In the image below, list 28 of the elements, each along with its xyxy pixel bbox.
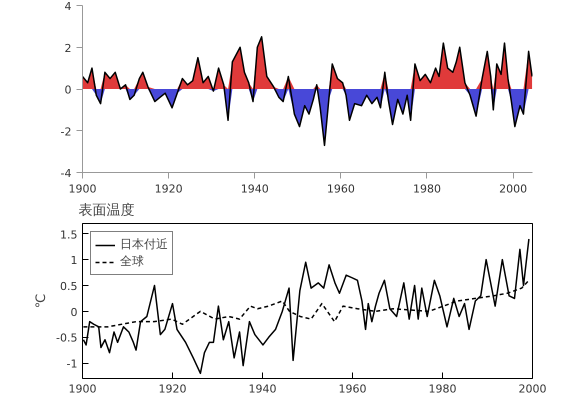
y-tick-label: 4 (64, 0, 72, 13)
x-tick-label: 2000 (518, 382, 547, 396)
y-tick-label: -0.5 (56, 332, 78, 345)
x-tick-label: 1960 (326, 182, 355, 196)
x-tick-label: 1900 (68, 382, 97, 396)
y-tick-label: 1 (70, 254, 78, 268)
x-tick-label: 1980 (428, 382, 457, 396)
y-tick-label: 2 (64, 42, 72, 55)
x-tick-label: 1960 (338, 382, 367, 396)
y-tick-label: 1.5 (60, 228, 78, 242)
y-tick-label: -4 (60, 167, 72, 180)
x-tick-label: 1940 (240, 182, 269, 196)
y-tick-label: 0.5 (60, 280, 78, 293)
y-tick-label: 0 (64, 84, 72, 96)
x-tick-label: 1940 (248, 382, 277, 396)
legend-label: 日本付近 (120, 236, 168, 253)
x-tick-label: 1920 (154, 182, 183, 196)
y-tick-label: -1 (66, 358, 78, 370)
line-series (82, 36, 532, 146)
x-tick-label: 2000 (499, 182, 528, 196)
legend-label: 全球 (120, 253, 144, 270)
x-tick-label: 1920 (158, 382, 187, 396)
y-tick-label: 0 (70, 306, 78, 319)
y-axis-title: ℃ (34, 294, 50, 308)
x-tick-label: 1900 (68, 182, 97, 196)
chart-title: 表面温度 (78, 202, 134, 218)
x-tick-label: 1980 (413, 182, 441, 196)
y-tick-label: -2 (60, 125, 72, 138)
